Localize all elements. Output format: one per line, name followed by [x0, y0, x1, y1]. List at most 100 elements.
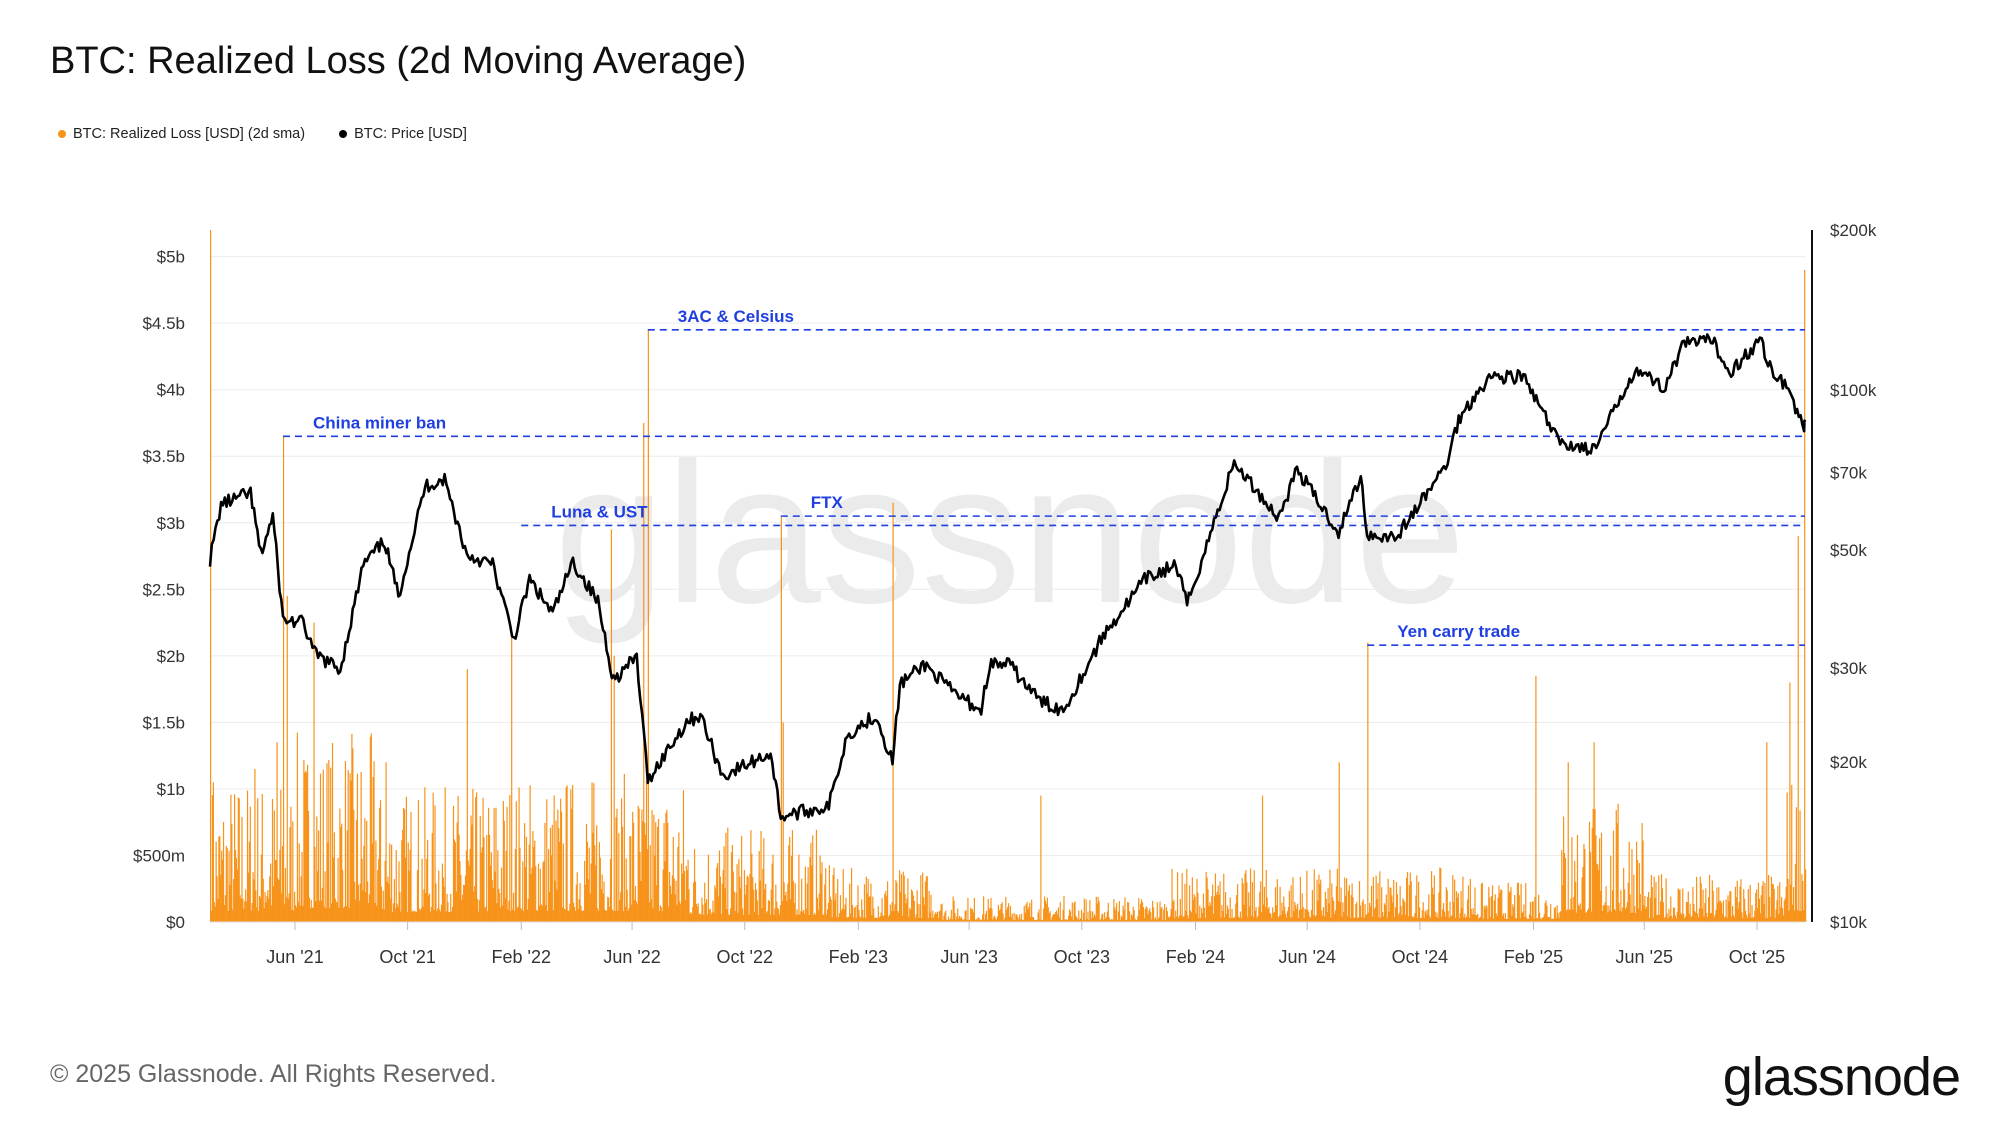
- realized-loss-bar: [802, 909, 805, 922]
- realized-loss-bar: [722, 869, 724, 922]
- realized-loss-bar: [423, 889, 425, 922]
- realized-loss-bar: [1276, 879, 1278, 922]
- realized-loss-bar: [1521, 912, 1523, 922]
- realized-loss-bar: [1565, 910, 1567, 922]
- realized-loss-bar: [1133, 910, 1135, 922]
- realized-loss-bar: [210, 230, 212, 922]
- realized-loss-bar: [1478, 917, 1481, 922]
- realized-loss-bar: [1411, 916, 1413, 922]
- realized-loss-bar: [838, 917, 840, 922]
- realized-loss-bar: [1642, 840, 1644, 922]
- realized-loss-bar: [1747, 889, 1749, 922]
- realized-loss-bar: [1801, 874, 1803, 922]
- realized-loss-bar: [1143, 917, 1145, 922]
- realized-loss-bar: [596, 825, 598, 922]
- realized-loss-bar: [1208, 906, 1210, 922]
- realized-loss-bar: [950, 909, 952, 922]
- realized-loss-bar: [234, 794, 236, 922]
- realized-loss-bar: [379, 800, 382, 922]
- realized-loss-bar: [1517, 882, 1519, 922]
- realized-loss-bar: [1191, 877, 1193, 922]
- realized-loss-bar: [1065, 920, 1067, 922]
- realized-loss-bar: [698, 914, 700, 922]
- realized-loss-bar: [1759, 913, 1761, 922]
- realized-loss-bar: [1431, 887, 1434, 922]
- realized-loss-bar: [402, 829, 404, 922]
- realized-loss-bar: [398, 861, 400, 922]
- realized-loss-bar: [994, 915, 996, 922]
- realized-loss-bar: [1745, 914, 1748, 922]
- realized-loss-bar: [1614, 910, 1616, 922]
- realized-loss-bar: [410, 812, 412, 922]
- realized-loss-bar: [775, 884, 777, 922]
- realized-loss-bar: [764, 889, 766, 922]
- realized-loss-bar: [1246, 882, 1248, 922]
- realized-loss-bar: [1400, 906, 1402, 922]
- realized-loss-bar: [1206, 877, 1208, 922]
- y-left-tick-label: $2.5b: [142, 580, 185, 599]
- realized-loss-bar: [811, 865, 813, 922]
- realized-loss-bar: [1460, 891, 1462, 922]
- realized-loss-bar: [814, 912, 816, 922]
- realized-loss-bar: [1339, 902, 1341, 922]
- annotation-label: FTX: [811, 493, 844, 512]
- realized-loss-bar: [1483, 905, 1485, 922]
- realized-loss-bar: [1360, 917, 1362, 922]
- realized-loss-bar: [1237, 916, 1240, 922]
- realized-loss-bar: [501, 905, 504, 922]
- realized-loss-bar: [1779, 882, 1781, 922]
- realized-loss-bar: [647, 329, 649, 922]
- realized-loss-bar: [909, 907, 911, 922]
- realized-loss-bar: [1227, 908, 1229, 922]
- realized-loss-bar: [1034, 919, 1036, 922]
- realized-loss-bar: [1466, 899, 1469, 922]
- realized-loss-bar: [346, 830, 348, 922]
- realized-loss-bar: [1749, 884, 1751, 922]
- realized-loss-bar: [438, 870, 440, 922]
- realized-loss-bar: [968, 919, 970, 922]
- realized-loss-bar: [843, 909, 845, 922]
- realized-loss-bar: [1790, 884, 1792, 922]
- realized-loss-bar: [397, 906, 399, 922]
- realized-loss-bar: [1695, 912, 1697, 922]
- realized-loss-bar: [1569, 909, 1571, 922]
- realized-loss-bar: [1259, 891, 1261, 922]
- realized-loss-bar: [1103, 919, 1105, 922]
- realized-loss-bar: [1319, 884, 1321, 922]
- realized-loss-bar: [426, 858, 428, 922]
- realized-loss-bar: [1514, 894, 1516, 922]
- realized-loss-bar: [701, 897, 703, 922]
- realized-loss-bar: [1504, 913, 1507, 922]
- realized-loss-bar: [289, 827, 291, 922]
- realized-loss-bar: [308, 897, 311, 922]
- realized-loss-bar: [692, 907, 694, 922]
- realized-loss-bar: [633, 899, 636, 922]
- realized-loss-bar: [1496, 915, 1498, 922]
- realized-loss-bar: [436, 910, 438, 922]
- realized-loss-bar: [307, 810, 310, 922]
- realized-loss-bar: [367, 881, 369, 922]
- realized-loss-bar: [1252, 917, 1254, 922]
- realized-loss-bar: [1613, 909, 1616, 922]
- realized-loss-bar: [943, 915, 945, 922]
- realized-loss-bar: [668, 906, 670, 922]
- realized-loss-bar: [1802, 880, 1804, 922]
- realized-loss-bar: [251, 902, 253, 922]
- realized-loss-bar: [363, 845, 365, 922]
- realized-loss-bar: [982, 914, 984, 922]
- realized-loss-bar: [1491, 885, 1494, 922]
- realized-loss-bar: [548, 849, 550, 922]
- legend-item-price[interactable]: BTC: Price [USD]: [339, 126, 467, 142]
- realized-loss-bar: [370, 733, 372, 922]
- realized-loss-bar: [779, 905, 782, 922]
- realized-loss-bar: [1394, 917, 1396, 922]
- realized-loss-bar: [484, 908, 486, 922]
- legend-item-realized-loss[interactable]: BTC: Realized Loss [USD] (2d sma): [58, 126, 305, 142]
- realized-loss-bar: [455, 891, 457, 922]
- realized-loss-bar: [1626, 902, 1628, 922]
- realized-loss-bar: [1515, 918, 1518, 922]
- realized-loss-bar: [1043, 908, 1045, 922]
- realized-loss-bar: [1096, 903, 1098, 922]
- realized-loss-bar: [1104, 912, 1106, 922]
